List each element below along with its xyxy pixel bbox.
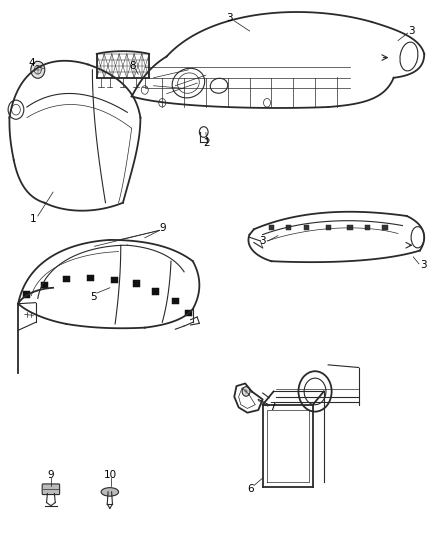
Text: 2: 2 — [204, 138, 210, 148]
Text: 8: 8 — [129, 61, 136, 70]
Bar — [325, 225, 331, 230]
Text: 1: 1 — [30, 214, 37, 224]
Bar — [23, 292, 30, 298]
Text: 9: 9 — [48, 470, 54, 480]
Bar — [382, 225, 388, 230]
Bar — [152, 288, 159, 295]
FancyBboxPatch shape — [42, 484, 60, 495]
Bar — [347, 225, 353, 230]
Text: 7: 7 — [269, 402, 276, 413]
Bar — [87, 275, 94, 281]
Bar — [185, 310, 192, 316]
Bar — [41, 282, 48, 288]
Bar — [63, 276, 70, 282]
Text: 3: 3 — [259, 236, 266, 246]
Text: 6: 6 — [247, 484, 254, 494]
Text: 3: 3 — [408, 26, 414, 36]
Text: 10: 10 — [104, 470, 117, 480]
Text: 9: 9 — [159, 223, 166, 233]
Text: 3: 3 — [226, 13, 233, 23]
Bar — [304, 225, 309, 230]
Circle shape — [242, 386, 250, 396]
Text: 4: 4 — [29, 59, 35, 68]
Bar — [286, 225, 291, 230]
Bar — [111, 277, 118, 283]
Text: 3: 3 — [420, 261, 427, 270]
Bar — [269, 225, 274, 230]
Text: 5: 5 — [90, 292, 96, 302]
Circle shape — [31, 61, 45, 78]
Ellipse shape — [101, 488, 119, 496]
Bar — [365, 225, 370, 230]
Bar — [172, 298, 179, 304]
Bar — [133, 280, 140, 287]
